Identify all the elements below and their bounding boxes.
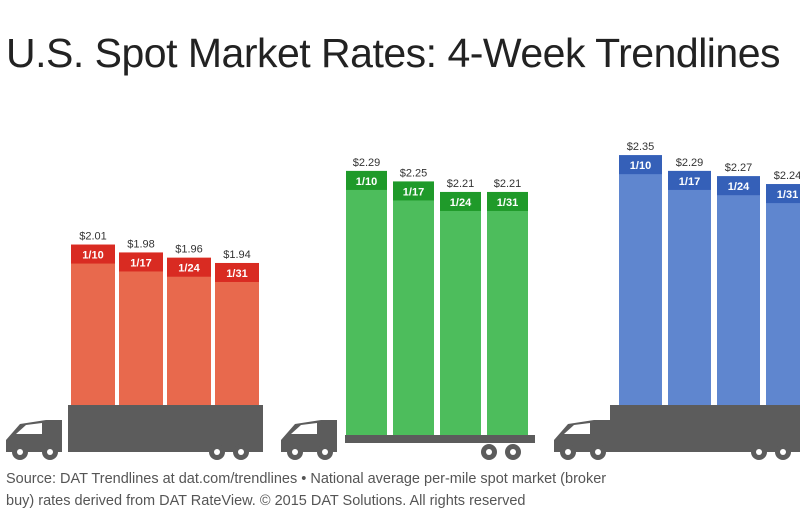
source-note: Source: DAT Trendlines at dat.com/trendl…: [6, 468, 800, 512]
bar: [766, 184, 800, 405]
value-label: $1.94: [223, 249, 251, 261]
truck-hubcap: [47, 449, 53, 455]
truck-window: [564, 423, 590, 434]
bar: [717, 176, 760, 405]
bar: [668, 170, 711, 405]
week-label: 1/24: [450, 197, 472, 209]
truck-hubcap: [214, 449, 220, 455]
truck-trailer: [68, 405, 263, 452]
bar: [71, 244, 115, 405]
value-label: $2.21: [494, 178, 522, 190]
truck-hubcap: [595, 449, 601, 455]
bar-week-tag: [487, 191, 528, 211]
value-label: $2.29: [676, 157, 704, 169]
bar-week-tag: [167, 257, 211, 277]
bar-week-tag: [393, 181, 434, 201]
value-label: $1.96: [175, 244, 203, 256]
week-label: 1/10: [356, 176, 377, 188]
value-label: $2.21: [447, 178, 475, 190]
truck-hubcap: [292, 449, 298, 455]
truck-hubcap: [510, 449, 516, 455]
bar: [346, 170, 387, 435]
bar-week-tag: [440, 191, 481, 211]
chart-area: 1/10$2.011/17$1.981/24$1.961/31$1.941/10…: [6, 141, 800, 460]
bar-group-2: 1/10 $2.29 1/17 $2.25 1/24 $2.21 1/31 $2.21: [346, 157, 528, 435]
truck-hubcap: [17, 449, 23, 455]
truck-window: [291, 423, 317, 434]
week-label: 1/24: [178, 263, 200, 275]
truck-hubcap: [238, 449, 244, 455]
bar-week-tag: [71, 244, 115, 264]
bar: [393, 181, 434, 435]
truck-trailer: [610, 405, 800, 452]
truck-illustrations: [6, 405, 800, 460]
bar-week-tag: [717, 176, 760, 196]
source-line-1: Source: DAT Trendlines at dat.com/trendl…: [6, 471, 607, 487]
bar: [440, 191, 481, 435]
bar: [215, 262, 259, 405]
truck-2: [281, 420, 535, 460]
bar: [119, 252, 163, 405]
bar-week-tag: [215, 262, 259, 282]
week-label: 1/17: [130, 257, 151, 269]
bar-group-3: 1/10 $2.35 1/17 $2.29 1/24 $2.27 1/31 $2.24: [619, 141, 800, 405]
truck-hubcap: [780, 449, 786, 455]
source-line-2: buy) rates derived from DAT RateView. © …: [6, 493, 526, 509]
week-label: 1/10: [630, 160, 651, 172]
truck-hubcap: [486, 449, 492, 455]
week-label: 1/17: [679, 176, 700, 188]
truck-1: [6, 405, 263, 460]
value-label: $2.24: [774, 170, 800, 182]
value-label: $2.29: [353, 157, 381, 169]
bar-groups: 1/10$2.011/17$1.981/24$1.961/31$1.941/10…: [71, 141, 800, 435]
truck-hubcap: [565, 449, 571, 455]
bar-week-tag: [346, 170, 387, 190]
bar-week-tag: [619, 155, 662, 175]
bar-week-tag: [668, 170, 711, 190]
bar-week-tag: [766, 184, 800, 204]
truck-platform: [345, 435, 535, 443]
value-label: $2.35: [627, 141, 655, 153]
truck-3: [554, 405, 800, 460]
value-label: $2.25: [400, 167, 428, 179]
bar: [167, 257, 211, 405]
truck-hubcap: [756, 449, 762, 455]
week-label: 1/17: [403, 186, 424, 198]
truck-hubcap: [322, 449, 328, 455]
week-label: 1/24: [728, 181, 750, 193]
week-label: 1/10: [82, 250, 103, 262]
value-label: $2.01: [79, 231, 107, 243]
week-label: 1/31: [777, 189, 798, 201]
value-label: $1.98: [127, 238, 155, 250]
truck-window: [16, 423, 42, 434]
value-label: $2.27: [725, 162, 753, 174]
bar: [487, 191, 528, 435]
bar-week-tag: [119, 252, 163, 272]
bar: [619, 155, 662, 405]
week-label: 1/31: [497, 197, 518, 209]
chart-title: U.S. Spot Market Rates: 4-Week Trendline…: [6, 30, 781, 76]
week-label: 1/31: [226, 268, 247, 280]
bar-group-1: 1/10 $2.01 1/17 $1.98 1/24 $1.96 1/31 $1.94: [71, 231, 259, 405]
